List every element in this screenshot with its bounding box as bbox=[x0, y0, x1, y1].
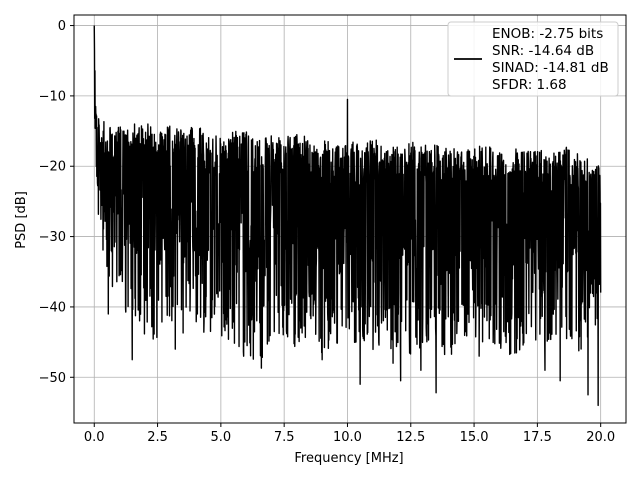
x-tick-label: 20.0 bbox=[586, 430, 615, 445]
legend-line-1: ENOB: -2.75 bits bbox=[492, 26, 603, 42]
x-tick-label: 12.5 bbox=[396, 430, 425, 445]
x-tick-label: 0.0 bbox=[84, 430, 105, 445]
y-axis-ticks: 0 −10 −20 −30 −40 −50 bbox=[39, 19, 74, 386]
x-tick-label: 7.5 bbox=[274, 430, 295, 445]
y-tick-label: −10 bbox=[39, 89, 66, 104]
y-tick-label: 0 bbox=[58, 19, 66, 34]
legend-line-4: SFDR: 1.68 bbox=[492, 77, 567, 93]
x-tick-label: 5.0 bbox=[211, 430, 232, 445]
plot-area bbox=[93, 25, 602, 407]
y-tick-label: −50 bbox=[39, 371, 66, 386]
legend: ENOB: -2.75 bits SNR: -14.64 dB SINAD: -… bbox=[447, 21, 619, 97]
x-tick-label: 15.0 bbox=[460, 430, 489, 445]
psd-series-line bbox=[93, 25, 602, 407]
y-tick-label: −30 bbox=[39, 230, 66, 245]
legend-line-2: SNR: -14.64 dB bbox=[492, 43, 594, 59]
x-axis-label: Frequency [MHz] bbox=[294, 451, 403, 466]
x-tick-label: 10.0 bbox=[333, 430, 362, 445]
y-axis-label: PSD [dB] bbox=[14, 191, 29, 249]
x-tick-label: 2.5 bbox=[147, 430, 168, 445]
x-tick-label: 17.5 bbox=[523, 430, 552, 445]
y-tick-label: −40 bbox=[39, 300, 66, 315]
axes-frame bbox=[73, 14, 627, 424]
legend-line-3: SINAD: -14.81 dB bbox=[492, 60, 609, 76]
y-tick-label: −20 bbox=[39, 160, 66, 175]
x-axis-ticks: 0.0 2.5 5.0 7.5 10.0 12.5 15.0 17.5 20.0 bbox=[84, 423, 615, 445]
legend-box bbox=[447, 21, 619, 97]
